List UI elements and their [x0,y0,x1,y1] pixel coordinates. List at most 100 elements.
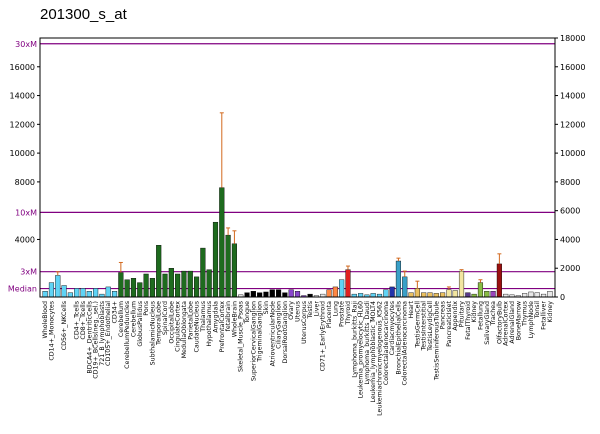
plot-frame [39,37,556,298]
x-tick-label: Lymphoma_burkitts_Daudi [364,301,371,385]
x-tick-label: Thalamus [200,301,207,333]
right-tick-label: 14000 [560,92,585,101]
x-tick-label: Tongue [244,301,251,325]
x-tick-label: FetalThyroid [465,301,472,340]
bar [452,290,458,298]
bar [358,293,364,298]
x-tick-label: Pancreas [440,301,447,329]
left-tick-label: 4000 [15,235,35,244]
x-tick-label: TestisSeminiferousTubule [433,301,440,381]
x-tick-label: Lung [332,301,339,316]
x-tick-label: WholeBrain [231,301,238,337]
bar [187,270,193,298]
x-tick-label: AtrioventricularNode [269,301,276,366]
x-tick-label: CD105+_Endothelial [105,301,112,366]
x-tick-label: AdrenalCortex [503,301,510,346]
bar [130,278,137,298]
bar [212,221,219,298]
x-tick-label: OlfactoryBulb [496,301,503,344]
right-tick-label: 16000 [560,63,585,72]
x-tick-label: GlobusPallidus [137,301,144,347]
bar [231,243,237,298]
bar [332,286,338,298]
x-tick-label: CerebellumPeduncles [124,301,131,369]
bar [294,291,301,298]
x-tick-label: CD71+_EarlyErythroid [320,301,327,371]
bar [61,285,67,298]
x-tick-label: Skeletal_Muscle_Psoas [238,301,245,372]
x-tick-label: TrigeminalGanglion [257,301,264,363]
bar [181,270,187,298]
bar [156,244,162,298]
x-tick-label: UterusCorpus [301,301,308,344]
x-tick-label: Ovary [288,301,295,320]
bar [440,292,446,298]
bar [288,289,294,298]
x-tick-label: AdrenalGland [509,301,516,344]
bar [414,288,420,298]
x-tick-label: CD34+ [112,301,119,324]
x-tick-label: Leukemia_promyelocytic_HL60 [358,301,365,398]
x-tick-label: Cerebellum [118,301,125,337]
x-tick-label: DorsalRootGanglion [282,301,289,364]
bar [219,187,225,298]
x-tick-label: LymphNode [528,301,535,338]
x-tick-label: TestisGermCell [414,301,421,349]
bar [421,292,427,298]
bar [522,293,528,298]
left-tick-label: 10000 [10,149,35,158]
axes: 30xM 10xM 3xM Median 16000 14000 12000 10000 800… [8,34,586,302]
x-labels: WholeBlood CD14+_Monocytes CD56+_NKCells CD… [42,300,554,415]
x-tick-label: Appendix [452,301,459,331]
bar [269,289,275,298]
right-tick-label: 18000 [560,34,585,43]
reference-line-label: Median [8,285,37,294]
bar [496,263,502,298]
x-tick-label: Uterus [295,301,302,322]
x-tick-label: CD4+_Tcells [74,301,81,340]
bar [547,291,553,298]
x-tick-label: CD8+_Tcells [80,301,87,340]
x-tick-label: CingulateCortex [175,301,182,352]
bar [370,293,376,298]
bar [74,288,80,298]
bar [67,292,73,298]
reference-line-label: 30xM [15,40,37,49]
x-tick-label: ColorectalAdenocarcinoma [402,301,409,386]
bar [446,289,452,298]
bar [427,292,433,298]
bar [389,286,395,298]
x-tick-label: SalivaryGland [484,301,491,345]
bar [162,273,168,298]
x-tick-label: Pons [143,301,150,316]
bar [42,291,48,298]
right-tick-label: 8000 [560,178,580,187]
x-tick-label: Prostate [339,301,346,327]
bar [433,293,439,298]
x-tick-label: Trachea [490,301,497,327]
reference-line-label: 3xM [20,268,37,277]
bar [80,288,86,298]
x-tick-label: Thymus [522,301,529,327]
bar [124,279,130,298]
left-tick-label: 8000 [15,178,35,187]
bar [86,291,92,298]
x-tick-label: PrefrontalCortex [219,301,226,353]
x-tick-label: CD56+_NKCells [61,301,68,350]
x-tick-label: BDCA4+_DentriticCells [86,301,93,374]
left-tick-label: 14000 [10,92,35,101]
x-tick-label: BoneMarrow [515,301,522,340]
x-tick-label: SubthalamicNucleus [149,301,156,365]
x-tick-label: SuperiorCervicalGanglion [250,301,257,381]
x-tick-label: Kidney [471,301,478,323]
reference-line-label: 10xM [15,208,37,217]
right-tick-label: 10000 [560,149,585,158]
right-tick-label: 4000 [560,235,580,244]
x-tick-label: Pituitary [459,301,466,328]
x-tick-label: Cardiacmyocytes [389,301,396,355]
x-tick-label: Kidney [547,301,554,323]
x-tick-label: OccipitalLobe [168,301,175,344]
bar [111,291,118,298]
bar [490,291,496,298]
bar [175,273,181,298]
